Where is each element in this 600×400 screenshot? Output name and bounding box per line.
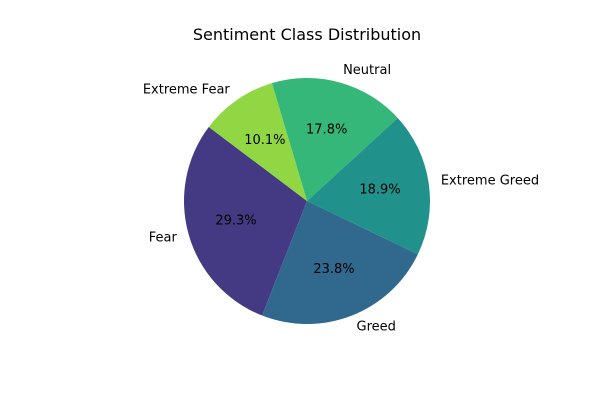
pie-pct-label: 29.3% [215,214,256,229]
pie-pct-label: 18.9% [359,183,400,198]
pie-pct-label: 23.8% [313,262,354,277]
pie-labels: 29.3% Fear 23.8% Greed 18.9% Extreme Greed 17.… [143,63,539,334]
pie-slice-fear [184,126,307,316]
pie-slice-neutral [271,77,398,201]
chart-title: Sentiment Class Distribution [193,25,421,44]
pie-category-label: Fear [149,230,178,245]
pie-pct-label: 10.1% [244,133,285,148]
pie-slice-extreme-fear [208,83,307,201]
pie-slices [184,77,431,324]
pie-slice-greed [262,201,418,324]
pie-category-label: Neutral [343,63,391,78]
pie-category-label: Greed [357,319,396,334]
pie-category-label: Extreme Greed [441,174,539,189]
pie-pct-label: 17.8% [306,122,347,137]
pie-slice-extreme-greed [307,117,431,255]
pie-category-label: Extreme Fear [143,82,231,97]
